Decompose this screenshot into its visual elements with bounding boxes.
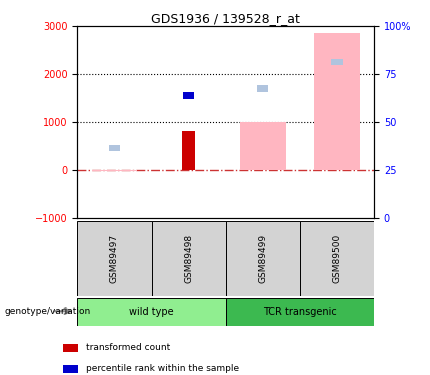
Text: GSM89498: GSM89498 <box>184 234 193 284</box>
Text: percentile rank within the sample: percentile rank within the sample <box>86 364 240 373</box>
Bar <box>257 85 268 92</box>
Bar <box>63 364 78 373</box>
Title: GDS1936 / 139528_r_at: GDS1936 / 139528_r_at <box>151 12 300 25</box>
Bar <box>109 145 120 151</box>
Bar <box>332 59 343 65</box>
Bar <box>151 221 226 296</box>
Bar <box>314 33 360 170</box>
Text: GSM89499: GSM89499 <box>258 234 267 284</box>
Text: GSM89500: GSM89500 <box>332 234 341 284</box>
Bar <box>240 122 286 170</box>
Bar <box>92 170 137 171</box>
Text: genotype/variation: genotype/variation <box>4 307 91 316</box>
Text: transformed count: transformed count <box>86 344 171 352</box>
Bar <box>226 298 374 326</box>
Text: TCR transgenic: TCR transgenic <box>263 307 337 317</box>
Text: GSM89497: GSM89497 <box>110 234 119 284</box>
Bar <box>183 93 194 99</box>
Bar <box>182 132 195 170</box>
Bar <box>77 298 226 326</box>
Bar <box>63 344 78 352</box>
Text: wild type: wild type <box>129 307 174 317</box>
Bar <box>77 221 151 296</box>
Bar <box>300 221 374 296</box>
Bar <box>226 221 300 296</box>
